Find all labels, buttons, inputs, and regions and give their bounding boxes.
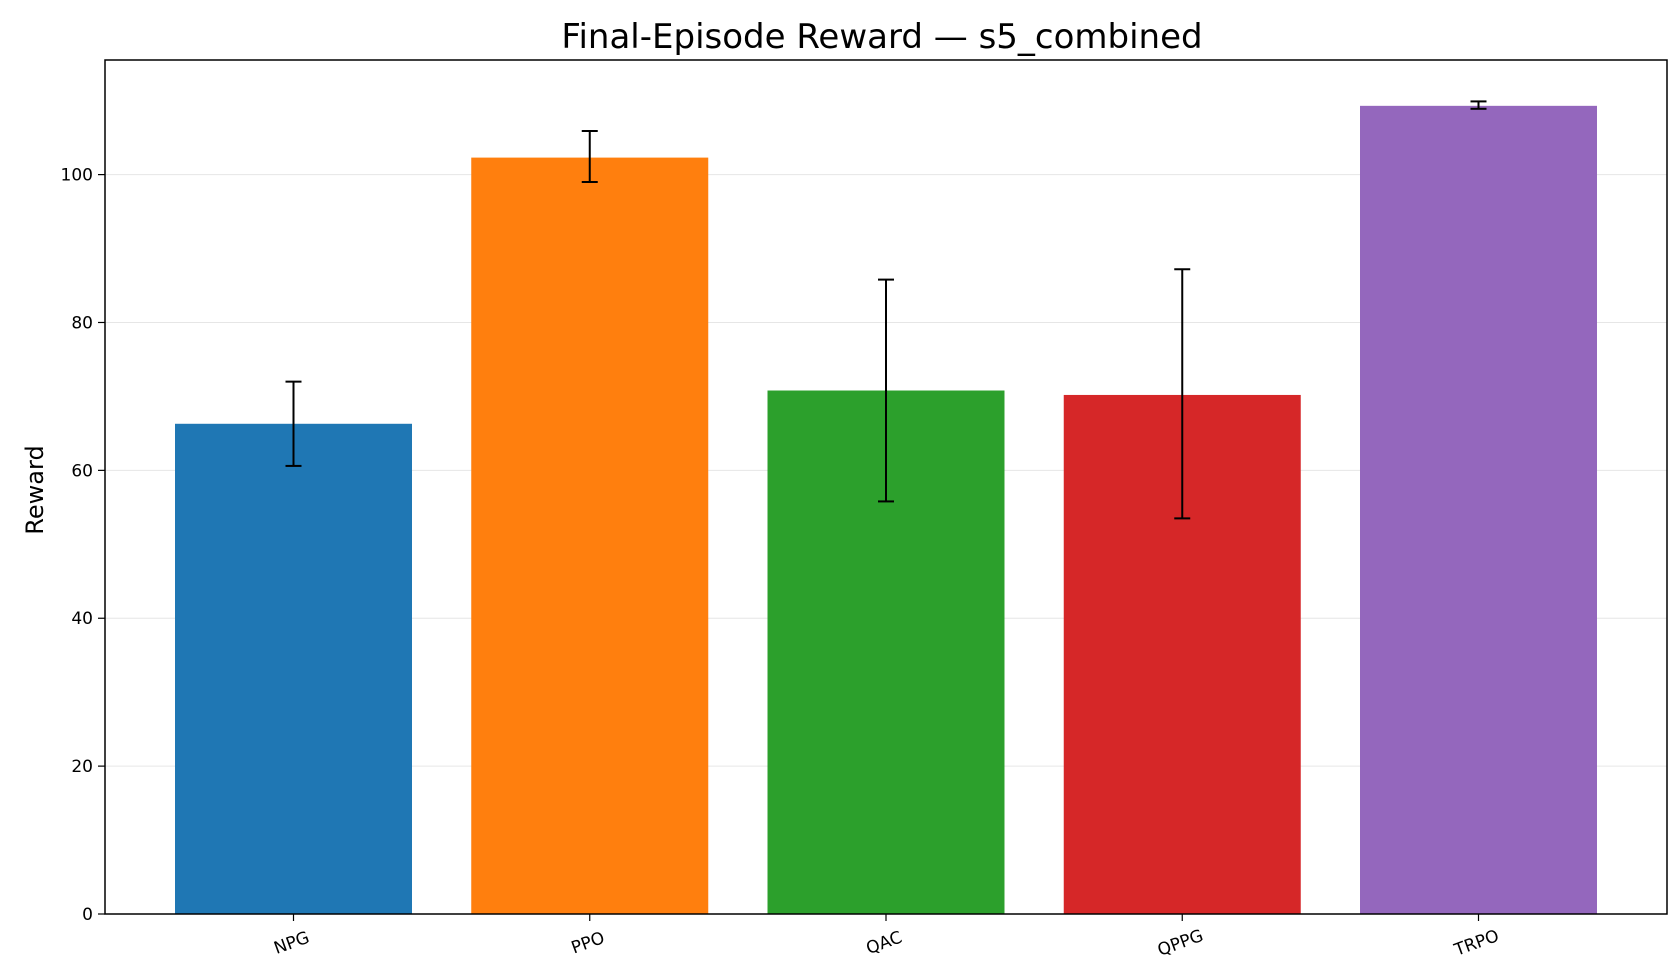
- chart-title: Final-Episode Reward — s5_combined: [561, 17, 1202, 57]
- x-axis-ticks: NPG PPO QAC QPPG TRPO: [271, 914, 1502, 961]
- y-tick-label: 80: [71, 313, 93, 333]
- y-tick-label: 20: [71, 757, 93, 777]
- y-tick-label: 100: [61, 166, 93, 186]
- y-axis-ticks: 0 20 40 60 80 100: [61, 166, 105, 925]
- x-tick-label: PPO: [569, 928, 608, 958]
- bars: [175, 105, 1597, 915]
- x-tick-label: QAC: [864, 928, 905, 959]
- y-axis-label: Reward: [21, 445, 49, 534]
- y-tick-label: 40: [71, 609, 93, 629]
- y-tick-label: 0: [82, 905, 93, 925]
- x-tick-label: TRPO: [1451, 926, 1502, 961]
- bar-trpo: [1360, 105, 1597, 915]
- x-tick-label: NPG: [271, 928, 312, 959]
- y-tick-label: 60: [71, 461, 93, 481]
- bar-npg: [175, 423, 412, 914]
- x-tick-label: QPPG: [1155, 926, 1206, 961]
- bar-ppo: [471, 157, 709, 915]
- error-bars: [285, 100, 1487, 520]
